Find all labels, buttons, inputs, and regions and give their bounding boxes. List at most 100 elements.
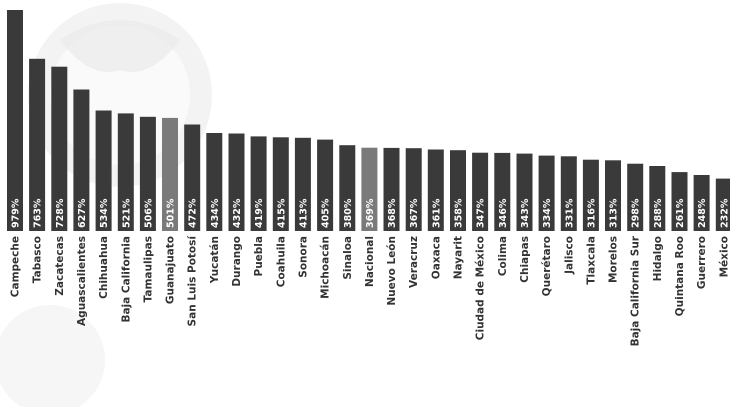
value-label: 232% [719,198,730,228]
category-label: Sonora [297,236,309,278]
bar [605,160,621,231]
category-label: Ciudad de México [475,236,487,340]
category-label: Jalisco [563,236,575,275]
value-label: 415% [276,198,287,228]
category-label: Colima [497,236,509,276]
bar [671,172,688,231]
category-label: Zacatecas [54,236,66,296]
value-label: 331% [564,198,575,228]
value-label: 313% [609,198,620,228]
bar [250,136,267,231]
bar [560,156,577,231]
bar [427,149,444,231]
category-label: Sinaloa [342,236,354,280]
bar [582,159,599,231]
value-label: 358% [454,198,465,228]
value-label: 979% [11,198,22,228]
value-label: 369% [365,198,376,228]
bar [516,153,533,231]
category-label: Tabasco [32,236,44,283]
value-label: 521% [121,198,132,228]
value-label: 763% [33,198,44,228]
category-label: Querétaro [541,236,553,296]
bar [7,10,23,231]
value-label: 472% [188,198,199,228]
bar [294,137,311,231]
bar [139,116,156,231]
category-label: Nayarit [453,236,465,279]
bar [51,66,68,231]
category-label: Chiapas [519,236,531,283]
bar [95,110,112,231]
value-label: 506% [143,198,154,228]
value-label: 419% [254,198,265,228]
bar [627,163,644,231]
value-label: 728% [55,198,66,228]
category-label: Baja California [120,236,132,323]
value-label: 368% [387,198,398,228]
value-label: 405% [321,198,332,228]
value-label: 627% [77,198,88,228]
value-label: 346% [498,198,509,228]
bar [73,89,90,231]
category-label: Yucatán [209,236,221,284]
value-label: 298% [631,198,642,228]
bar [693,175,710,231]
category-label: Tlaxcala [585,236,597,285]
value-label: 380% [343,198,354,228]
value-label: 248% [697,198,708,228]
value-label: 434% [210,198,221,228]
category-label: Baja California Sur [630,235,642,346]
value-label: 367% [409,198,420,228]
bar [272,137,289,231]
bar [494,152,511,231]
category-label: San Luis Potosí [187,235,199,327]
category-label: Veracruz [408,236,420,288]
bar [317,139,334,231]
bar [715,178,730,231]
bar [29,58,46,231]
category-label: Oaxaca [430,236,442,279]
value-label: 534% [99,198,110,228]
category-label: Michoacán [320,236,332,299]
value-label: 501% [166,198,177,228]
category-label: Coahuila [275,236,287,287]
value-label: 347% [476,198,487,228]
bar [206,133,223,231]
category-label: Nuevo León [386,236,398,306]
value-label: 334% [542,198,553,228]
bar [538,155,555,231]
value-label: 413% [298,198,309,228]
value-label: 343% [520,198,531,228]
category-label: Puebla [253,236,265,277]
bars-group [7,10,730,231]
value-label: 432% [232,198,243,228]
bar [117,113,134,231]
bar [649,166,666,231]
category-label: Nacional [364,236,376,287]
value-labels-group: 979% 763% 728% 627% 534% 521% 506% 501% 472% 434%… [11,198,730,228]
value-label: 261% [675,198,686,228]
value-label: 361% [431,198,442,228]
value-label: 316% [586,198,597,228]
bar [383,147,400,231]
category-labels-group: Campeche Tabasco Zacatecas Aguascalientes Ch… [10,235,730,347]
bar [405,148,422,231]
category-label: Guanajuato [165,236,177,304]
category-label: Aguascalientes [76,236,88,326]
category-label: Hidalgo [652,236,664,281]
bar [339,145,356,231]
bar [472,152,489,231]
category-label: Durango [231,236,243,287]
category-label: Campeche [10,236,22,297]
value-label: 288% [653,198,664,228]
category-label: Tamaulipas [142,236,154,302]
bar [450,150,466,231]
category-label: Morelos [608,236,620,283]
category-label: Quintana Roo [674,236,686,316]
bar [228,133,245,231]
category-label: México [718,236,730,277]
bar [162,117,178,231]
